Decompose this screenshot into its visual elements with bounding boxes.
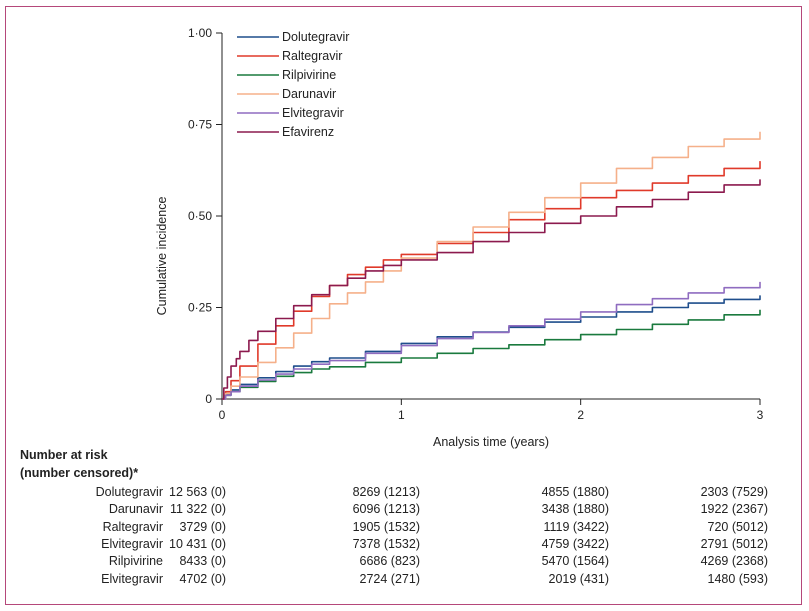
legend: Dolutegravir Raltegravir Rilpivirine Daruna… <box>237 30 349 139</box>
series-line-raltegravir-1 <box>222 161 761 400</box>
y-tick-label-2: 0·50 <box>188 209 212 223</box>
figure-frame <box>5 6 802 605</box>
x-tick-label-3: 3 <box>757 408 764 422</box>
risk-cell: 11 322 (0) <box>169 502 226 517</box>
series-line-dolutegravir-0 <box>222 295 761 400</box>
risk-cell: 4759 (3422) <box>541 536 609 551</box>
risk-cell: 720 (5012) <box>707 519 768 534</box>
risk-cell: 8433 (0) <box>179 554 226 569</box>
series-line-efavirenz-5 <box>222 179 761 400</box>
risk-cell: 3438 (1880) <box>541 502 609 517</box>
x-tick-label-0: 0 <box>219 408 226 422</box>
risk-cell: 3729 (0) <box>179 519 226 534</box>
series-line-rilpivirine-2 <box>222 309 761 400</box>
y-axis-title: Cumulative incidence <box>155 197 169 316</box>
risk-cell: 7378 (1532) <box>352 536 420 551</box>
risk-row-name: Raltegravir <box>102 519 163 534</box>
risk-cell: 2303 (7529) <box>700 485 768 499</box>
risk-row: Raltegravir 3729 (0) 1905 (1532) 1119 (3422… <box>0 520 809 537</box>
risk-row-name: Elvitegravir <box>101 536 163 551</box>
risk-row-name: Dolutegravir <box>95 485 163 499</box>
risk-row: Elvitegravir 10 431 (0) 7378 (1532) 4759 (3… <box>0 537 809 554</box>
risk-row: Darunavir 11 322 (0) 6096 (1213) 3438 (1880… <box>0 502 809 519</box>
legend-label-2: Rilpivirine <box>282 68 336 82</box>
risk-cell: 1480 (593) <box>707 571 768 586</box>
risk-row: Dolutegravir 12 563 (0) 8269 (1213) 4855 (1… <box>0 485 809 502</box>
axes: 0 0·25 0·50 0·75 1·00 0 1 2 3 Analysis time (year… <box>155 26 764 449</box>
legend-label-0: Dolutegravir <box>282 30 349 44</box>
risk-cell: 6686 (823) <box>359 554 420 569</box>
y-tick-label-0: 0 <box>205 392 212 406</box>
risk-cell: 4855 (1880) <box>541 485 609 499</box>
legend-label-3: Darunavir <box>282 87 336 101</box>
legend-label-5: Efavirenz <box>282 125 334 139</box>
risk-table-subheading: (number censored)* <box>20 466 139 480</box>
y-tick-label-3: 0·75 <box>188 118 212 132</box>
risk-row-name: Rilpivirine <box>108 554 163 569</box>
risk-cell: 8269 (1213) <box>352 485 420 499</box>
risk-row-name: Elvitegravir <box>101 571 163 586</box>
risk-cell: 2019 (431) <box>548 571 609 586</box>
risk-row-name: Darunavir <box>108 502 163 517</box>
x-axis-title: Analysis time (years) <box>433 435 549 449</box>
risk-cell: 12 563 (0) <box>169 485 226 499</box>
y-tick-label-4: 1·00 <box>188 26 212 40</box>
risk-cell: 5470 (1564) <box>541 554 609 569</box>
risk-row: Rilpivirine 8433 (0) 6686 (823) 5470 (1564)… <box>0 554 809 571</box>
x-tick-label-2: 2 <box>577 408 584 422</box>
legend-label-1: Raltegravir <box>282 49 342 63</box>
series-line-elvitegravir-4 <box>222 281 761 400</box>
series-line-darunavir-3 <box>222 131 761 400</box>
risk-cell: 4702 (0) <box>179 571 226 586</box>
legend-label-4: Elvitegravir <box>282 106 344 120</box>
y-tick-label-1: 0·25 <box>188 301 212 315</box>
risk-cell: 2791 (5012) <box>700 536 768 551</box>
risk-cell: 10 431 (0) <box>169 536 226 551</box>
x-tick-label-1: 1 <box>398 408 405 422</box>
risk-cell: 1922 (2367) <box>700 502 768 517</box>
risk-cell: 4269 (2368) <box>700 554 768 569</box>
series-layer <box>222 131 761 400</box>
risk-table-heading: Number at risk <box>20 448 108 462</box>
risk-cell: 6096 (1213) <box>352 502 420 517</box>
risk-cell: 2724 (271) <box>359 571 420 586</box>
risk-table-title: Number at risk (number censored)* <box>20 446 138 482</box>
risk-cell: 1905 (1532) <box>352 519 420 534</box>
risk-cell: 1119 (3422) <box>543 519 609 534</box>
risk-row: Elvitegravir 4702 (0) 2724 (271) 2019 (431)… <box>0 572 809 589</box>
